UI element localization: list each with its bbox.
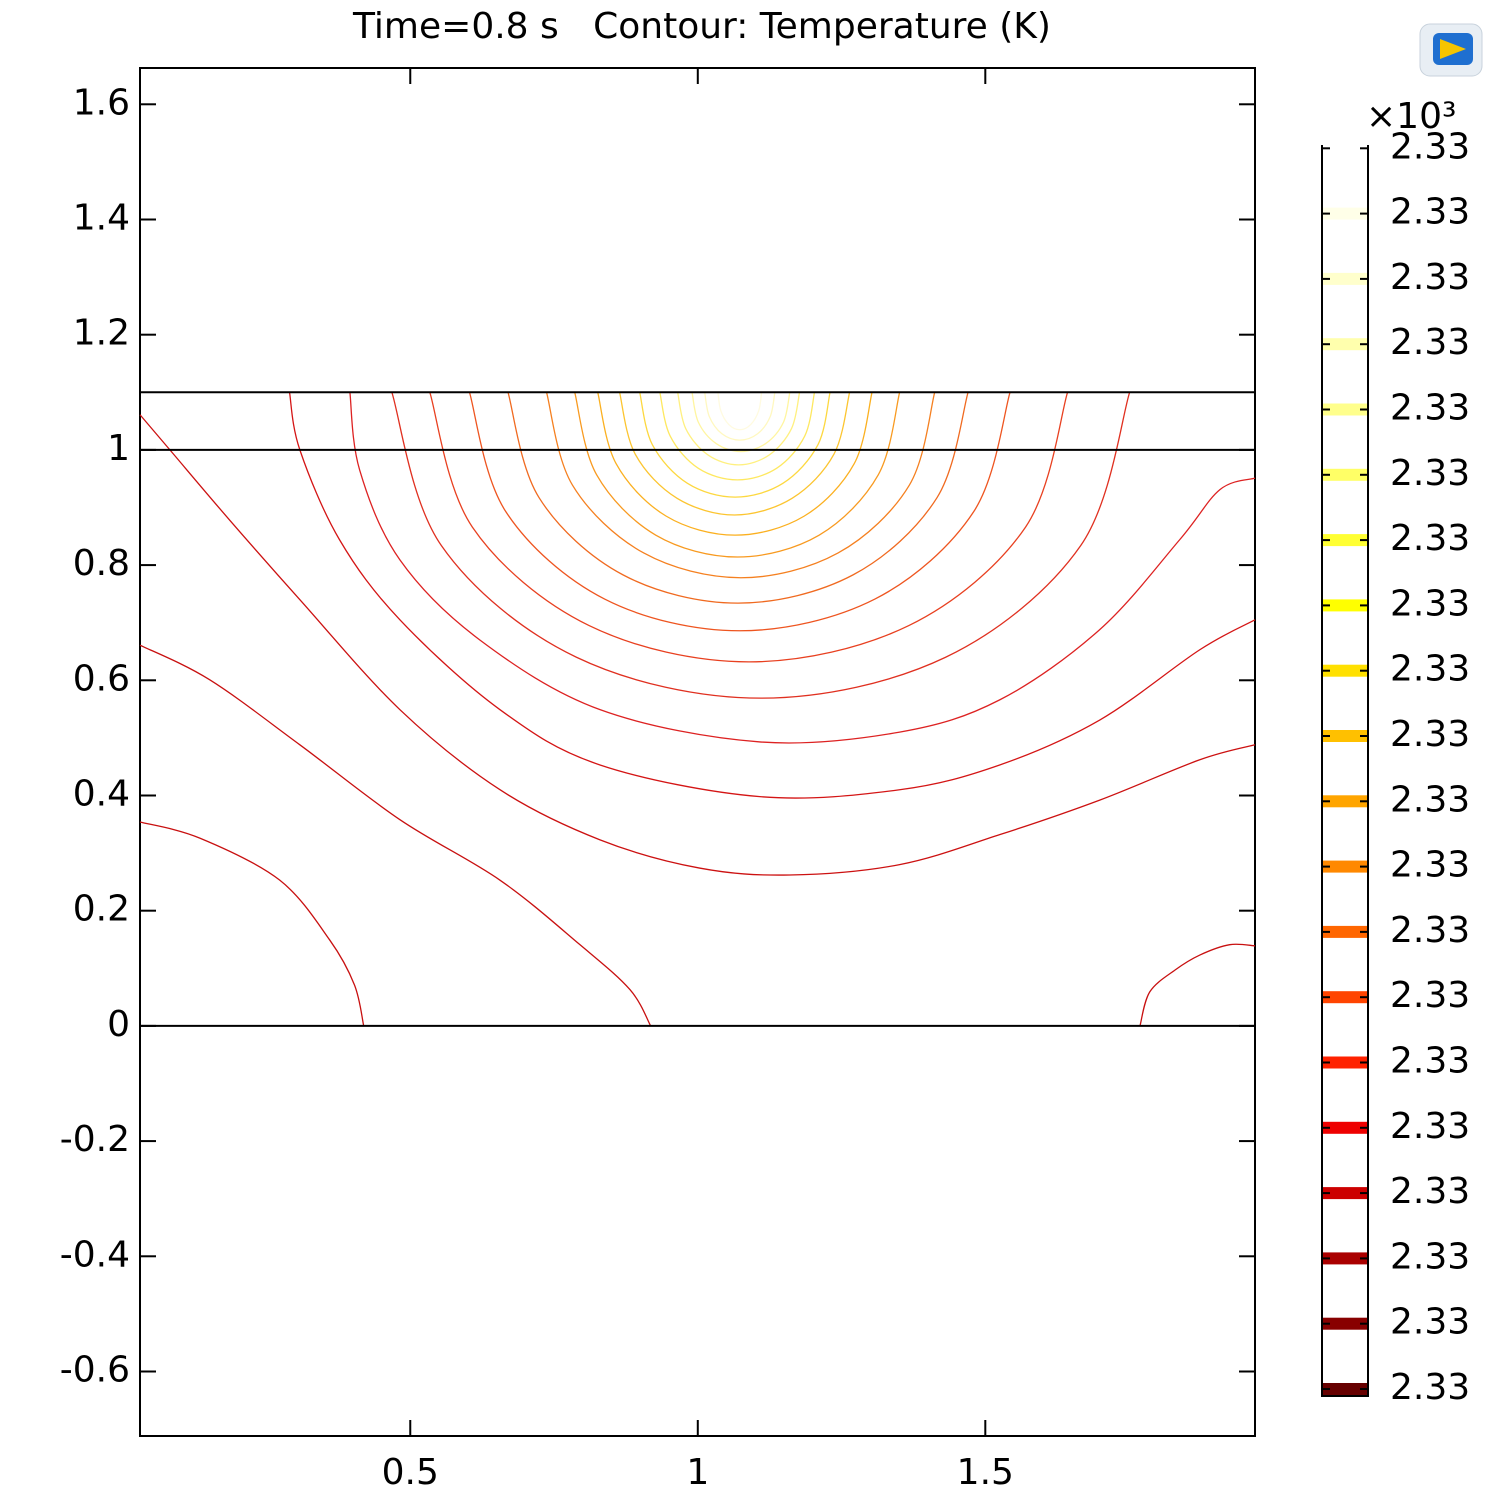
contour-line [349, 392, 1256, 744]
x-tick-label: 1.5 [957, 1452, 1014, 1493]
colorbar-multiplier: ×10³ [1366, 96, 1456, 137]
y-tick-label: 0.4 [73, 773, 130, 814]
y-tick-label: 0.6 [73, 658, 130, 699]
x-tick-label: 1 [686, 1452, 709, 1493]
colorbar-label: 2.33 [1390, 1302, 1470, 1343]
colorbar-band [1323, 1121, 1367, 1134]
contour-line [288, 392, 1256, 799]
colorbar-label: 2.33 [1390, 1236, 1470, 1277]
colorbar-band [1323, 795, 1367, 808]
logo-arrow [1440, 39, 1466, 59]
colorbar-label: 2.33 [1390, 1367, 1470, 1408]
contour-line [139, 414, 1256, 876]
colorbar-band [1323, 860, 1367, 873]
contour-line [507, 392, 969, 604]
colorbar-band [1323, 1252, 1367, 1265]
y-tick-label: 0 [107, 1004, 130, 1045]
colorbar-band [1323, 1187, 1367, 1200]
colorbar-band [1323, 599, 1367, 612]
colorbar-band [1323, 1317, 1367, 1330]
y-tick-label: 0.2 [73, 889, 130, 930]
contour-line [468, 392, 1011, 632]
contour-line [574, 392, 901, 558]
colorbar-band [1323, 664, 1367, 677]
plot-frame [139, 67, 1256, 1437]
contour-line [597, 392, 873, 536]
y-tick-label: -0.6 [60, 1349, 130, 1390]
y-tick-label: 1.2 [73, 313, 130, 354]
y-tick-label: -0.4 [60, 1234, 130, 1275]
colorbar-label: 2.33 [1390, 192, 1470, 233]
contour-line [618, 392, 851, 516]
colorbar-band [1323, 207, 1367, 220]
colorbar-label: 2.33 [1390, 714, 1470, 755]
colorbar-band [1323, 534, 1367, 547]
contour-line [1139, 943, 1256, 1027]
colorbar-label: 2.33 [1390, 1106, 1470, 1147]
contour-line [545, 392, 936, 579]
colorbar-band [1323, 272, 1367, 285]
colorbar-label: 2.33 [1390, 1041, 1470, 1082]
colorbar-label: 2.33 [1390, 779, 1470, 820]
colorbar-frame [1321, 145, 1369, 1397]
colorbar-band [1323, 730, 1367, 742]
colorbar-label: 2.33 [1390, 126, 1470, 167]
y-tick-label: 1.4 [73, 197, 130, 238]
contour-line [391, 392, 1131, 699]
y-tick-label: 1 [107, 428, 130, 469]
colorbar-band [1323, 142, 1367, 155]
colorbar-label: 2.33 [1390, 518, 1470, 559]
colorbar-label: 2.33 [1390, 453, 1470, 494]
colorbar-band [1323, 403, 1367, 416]
colorbar-band [1323, 991, 1367, 1004]
app-logo [1419, 23, 1483, 77]
colorbar-band [1323, 468, 1367, 481]
contour-line [677, 392, 801, 466]
contour-line [704, 392, 776, 441]
colorbar-label: 2.33 [1390, 583, 1470, 624]
colorbar-band [1323, 338, 1367, 351]
colorbar-label: 2.33 [1390, 649, 1470, 690]
contour-line [659, 392, 816, 481]
colorbar-label: 2.33 [1390, 322, 1470, 363]
x-tick-label: 0.5 [382, 1452, 439, 1493]
colorbar-label: 2.33 [1390, 1171, 1470, 1212]
colorbar-label: 2.33 [1390, 910, 1470, 951]
y-tick-label: 0.8 [73, 543, 130, 584]
colorbar-band [1323, 1383, 1367, 1395]
colorbar-label: 2.33 [1390, 257, 1470, 298]
contour-line [139, 821, 365, 1027]
colorbar-label: 2.33 [1390, 388, 1470, 429]
contour-line [139, 644, 652, 1027]
contour-line [639, 392, 831, 498]
y-tick-label: 1.6 [73, 82, 130, 123]
colorbar-label: 2.33 [1390, 975, 1470, 1016]
contour-line [429, 392, 1069, 663]
contour-line [691, 392, 791, 453]
chart-title: Time=0.8 s Contour: Temperature (K) [352, 6, 1051, 47]
y-tick-label: -0.2 [60, 1119, 130, 1160]
colorbar-label: 2.33 [1390, 845, 1470, 886]
colorbar-band [1323, 925, 1367, 938]
contour-line [717, 392, 763, 431]
colorbar-band [1323, 1056, 1367, 1069]
